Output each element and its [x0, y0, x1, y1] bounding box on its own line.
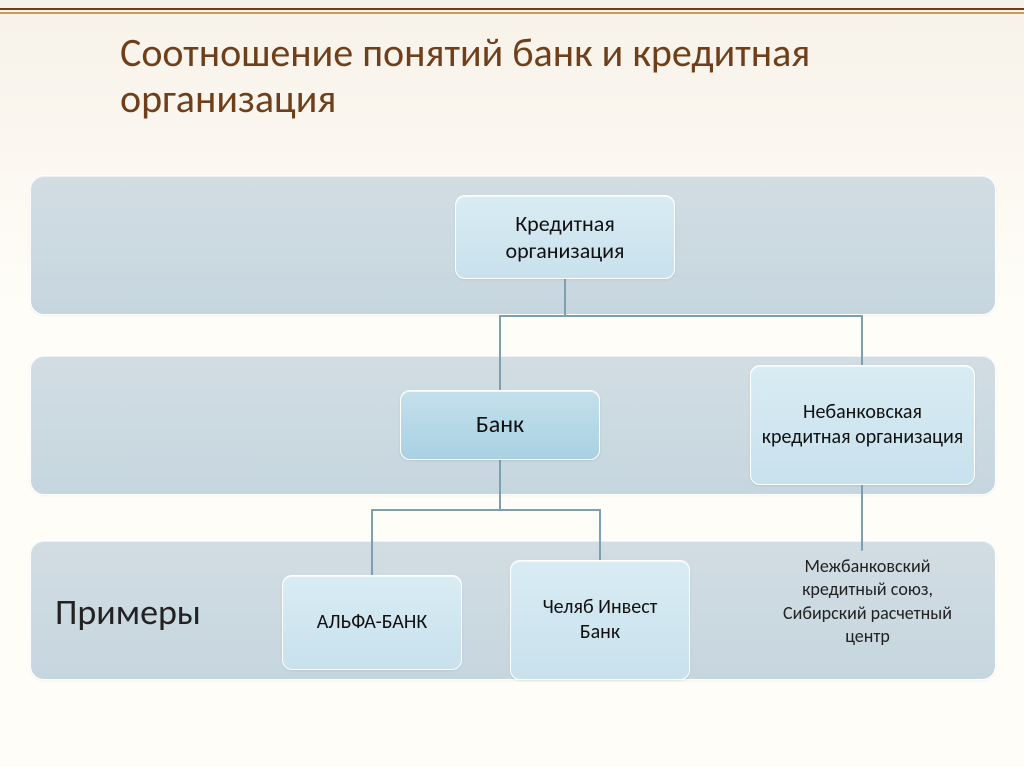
node-root: Кредитная организация — [455, 195, 675, 279]
examples-label: Примеры — [55, 590, 201, 634]
node-bank: Банк — [400, 390, 600, 460]
slide: Соотношение понятий банк и кредитная орг… — [0, 0, 1024, 767]
node-chelyab: Челяб Инвест Банк — [510, 560, 690, 680]
deco-line-dark — [0, 8, 1024, 10]
slide-title: Соотношение понятий банк и кредитная орг… — [120, 30, 920, 122]
leaf-nbco-examples: Межбанковский кредитный союз, Сибирский … — [765, 555, 970, 649]
node-nbco: Небанковская кредитная организация — [750, 365, 975, 485]
node-alfa: АЛЬФА-БАНК — [282, 575, 462, 670]
deco-line-light — [0, 12, 1024, 14]
